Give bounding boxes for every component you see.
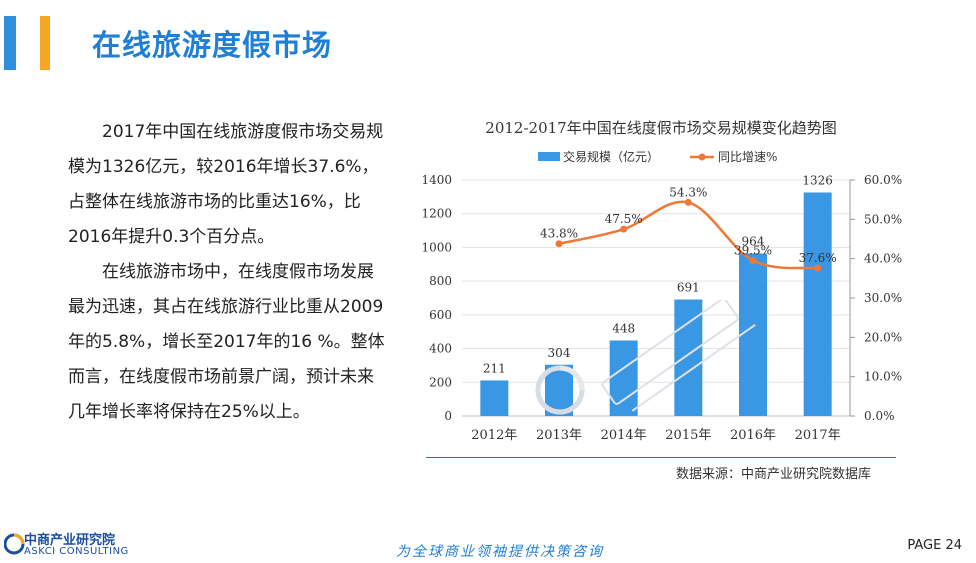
legend-line-label: 同比增速% xyxy=(718,150,777,164)
growth-value-label: 43.8% xyxy=(540,227,578,241)
x-tick-label: 2015年 xyxy=(665,428,711,443)
growth-point xyxy=(555,240,563,248)
x-tick-label: 2012年 xyxy=(471,428,517,443)
bar-value-label: 964 xyxy=(742,234,765,248)
growth-value-label: 37.6% xyxy=(799,251,837,265)
y-right-tick-label: 40.0% xyxy=(864,252,902,266)
growth-point xyxy=(749,257,757,265)
page-number: PAGE 24 xyxy=(907,538,962,553)
y-left-tick-label: 600 xyxy=(429,308,452,322)
bar-value-label: 304 xyxy=(548,346,571,360)
y-left-tick-label: 200 xyxy=(429,375,452,389)
bar-value-label: 1326 xyxy=(802,173,833,187)
y-right-tick-label: 30.0% xyxy=(864,291,902,305)
legend-line-marker xyxy=(698,153,706,161)
paragraph-1: 2017年中国在线旅游度假市场交易规模为1326亿元，较2016年增长37.6%… xyxy=(68,122,384,247)
data-source: 数据来源：中商产业研究院数据库 xyxy=(676,467,872,482)
bar xyxy=(674,299,703,416)
y-left-tick-label: 400 xyxy=(429,342,452,356)
paragraph-2: 在线旅游市场中，在线度假市场发展最为迅速，其占在线旅游行业比重从2009年的5.… xyxy=(68,262,385,422)
x-tick-label: 2016年 xyxy=(730,428,776,443)
askci-logo-icon xyxy=(4,533,25,555)
x-tick-label: 2013年 xyxy=(536,428,582,443)
bar xyxy=(480,380,509,416)
x-tick-label: 2017年 xyxy=(795,428,841,443)
slogan: 为全球商业领袖提供决策咨询 xyxy=(396,544,604,560)
logo-text-cn: 中商产业研究院 xyxy=(24,533,116,548)
chart-title: 2012-2017年中国在线度假市场交易规模变化趋势图 xyxy=(485,119,837,137)
growth-point xyxy=(814,264,822,272)
y-right-tick-label: 0.0% xyxy=(864,409,895,423)
bar xyxy=(803,192,832,416)
logo-text-en: ASKCI CONSULTING xyxy=(24,546,129,557)
y-right-tick-label: 50.0% xyxy=(864,212,902,226)
growth-line xyxy=(558,200,818,270)
y-right-tick-label: 10.0% xyxy=(864,370,902,384)
y-left-tick-label: 1400 xyxy=(421,173,452,187)
y-left-tick-label: 800 xyxy=(429,274,452,288)
y-left-tick-label: 0 xyxy=(444,409,452,423)
bar xyxy=(609,340,638,416)
y-right-tick-label: 60.0% xyxy=(864,173,902,187)
bar-value-label: 211 xyxy=(483,361,506,375)
growth-value-label: 39.5% xyxy=(734,244,772,258)
body-text: 2017年中国在线旅游度假市场交易规模为1326亿元，较2016年增长37.6%… xyxy=(68,115,388,430)
growth-point xyxy=(684,198,692,206)
x-tick-label: 2014年 xyxy=(601,428,647,443)
accent-bar-blue xyxy=(4,16,16,70)
y-left-tick-label: 1200 xyxy=(421,207,452,221)
growth-value-label: 54.3% xyxy=(669,185,707,199)
bar-value-label: 691 xyxy=(677,281,700,295)
page-title: 在线旅游度假市场 xyxy=(92,28,333,62)
bar-value-label: 448 xyxy=(612,321,635,335)
growth-value-label: 47.5% xyxy=(605,212,643,226)
legend-bar-swatch xyxy=(538,152,560,161)
y-left-tick-label: 1000 xyxy=(421,240,452,254)
y-right-tick-label: 20.0% xyxy=(864,330,902,344)
accent-bar-orange xyxy=(40,16,50,70)
legend-bar-label: 交易规模（亿元） xyxy=(563,149,659,164)
growth-point xyxy=(620,225,628,233)
source-divider xyxy=(426,457,896,458)
bar xyxy=(739,253,767,416)
bar xyxy=(545,364,573,416)
